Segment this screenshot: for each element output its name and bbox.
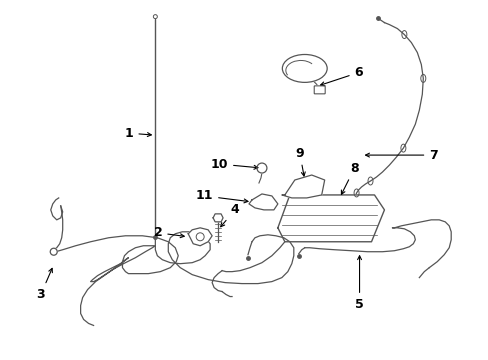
- Text: 7: 7: [365, 149, 437, 162]
- Polygon shape: [188, 228, 212, 246]
- Text: 1: 1: [124, 127, 151, 140]
- Text: 9: 9: [295, 147, 305, 176]
- Circle shape: [50, 248, 57, 255]
- Text: 10: 10: [210, 158, 257, 171]
- Text: 4: 4: [220, 203, 239, 227]
- Polygon shape: [213, 214, 223, 222]
- Text: 2: 2: [153, 226, 184, 239]
- Text: 6: 6: [320, 66, 363, 86]
- FancyBboxPatch shape: [314, 86, 325, 94]
- Text: 8: 8: [341, 162, 358, 194]
- Ellipse shape: [282, 54, 326, 82]
- Text: 5: 5: [354, 256, 363, 311]
- Circle shape: [256, 163, 266, 173]
- Polygon shape: [277, 195, 384, 242]
- Text: 3: 3: [37, 268, 52, 301]
- Polygon shape: [248, 194, 277, 210]
- Text: 11: 11: [195, 189, 247, 203]
- Circle shape: [196, 233, 203, 241]
- Polygon shape: [281, 175, 324, 198]
